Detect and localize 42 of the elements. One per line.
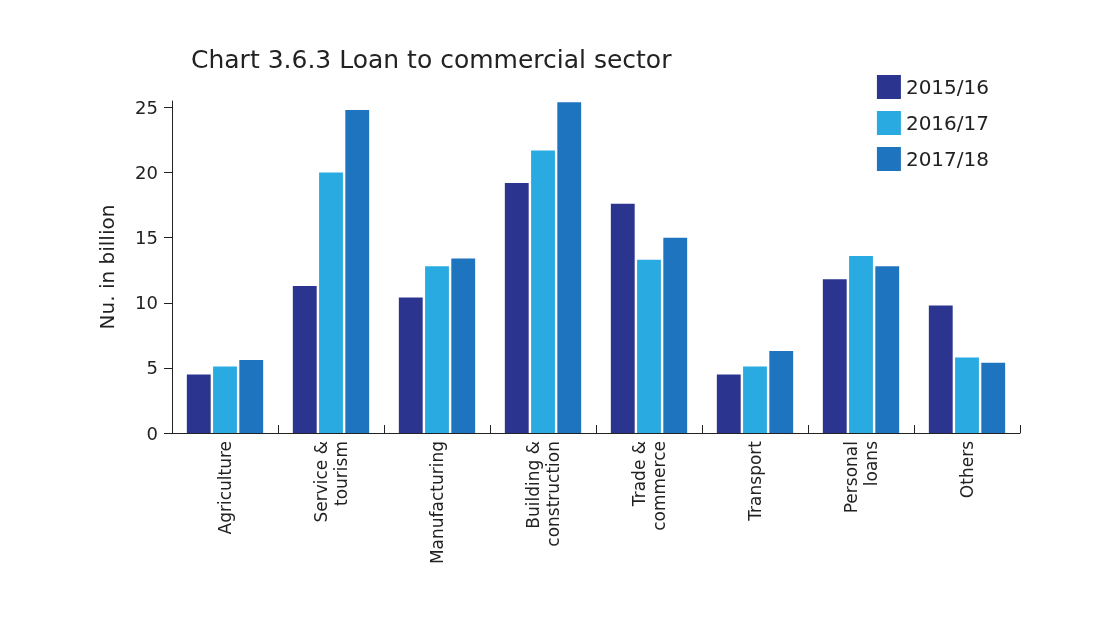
x-tick-label: Agriculture <box>215 441 235 535</box>
bar <box>213 366 237 433</box>
x-tick-label: Others <box>957 440 977 499</box>
bar <box>451 258 476 433</box>
x-tick-label: Building & construction <box>523 441 563 547</box>
bar <box>822 279 847 433</box>
y-tick-label: 5 <box>146 357 158 379</box>
x-tick-label: Manufacturing <box>427 441 447 565</box>
y-tick-label: 15 <box>135 227 158 249</box>
bar <box>849 255 873 433</box>
legend-label: 2015/16 <box>905 75 990 99</box>
legend-label: 2016/17 <box>905 111 990 135</box>
bar <box>716 374 741 433</box>
bar <box>319 172 343 433</box>
bar <box>743 366 767 433</box>
x-tick-label: Service & tourism <box>311 441 351 523</box>
bar <box>663 237 688 433</box>
bar <box>504 183 529 433</box>
x-tick-label: Transport <box>745 440 765 522</box>
legend-label: 2017/18 <box>905 147 990 171</box>
chart-title: Chart 3.6.3 Loan to commercial sector <box>191 45 673 74</box>
bar <box>186 374 211 433</box>
y-tick-label: 0 <box>146 422 158 444</box>
bar <box>425 266 449 433</box>
bar <box>292 285 317 433</box>
x-tick-label: Personal loans <box>841 440 881 514</box>
bar <box>637 259 661 433</box>
bar <box>557 102 582 433</box>
bar <box>981 362 1006 433</box>
bar <box>955 357 979 433</box>
bar <box>345 110 370 433</box>
bar <box>531 150 555 433</box>
bar <box>398 297 423 433</box>
y-tick-label: 20 <box>135 162 158 184</box>
bar <box>610 203 635 433</box>
bar <box>769 350 794 433</box>
y-axis-title: Nu. in billion <box>95 204 119 330</box>
bar <box>875 266 900 433</box>
y-tick-label: 25 <box>135 97 158 119</box>
y-tick-label: 10 <box>135 292 158 314</box>
bar <box>928 305 953 433</box>
bar <box>239 360 264 433</box>
